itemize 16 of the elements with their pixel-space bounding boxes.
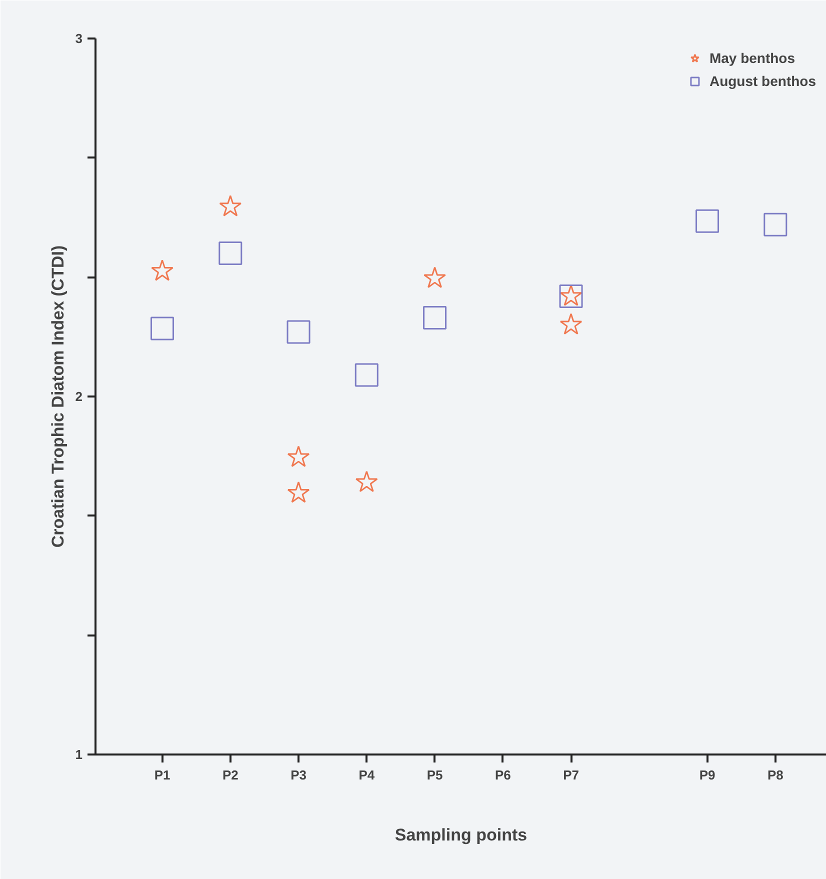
x-axis-title: Sampling points xyxy=(394,826,528,844)
x-tick-label: P5 xyxy=(426,768,443,782)
x-tick-label: P9 xyxy=(699,768,716,782)
x-tick-label: P2 xyxy=(222,768,238,782)
legend-label: August benthos xyxy=(709,73,816,89)
x-tick-label: P3 xyxy=(290,768,306,782)
x-tick-label: P8 xyxy=(767,768,784,782)
x-tick-label: P1 xyxy=(154,768,170,782)
x-tick-label: P4 xyxy=(358,768,376,782)
y-tick-label: 2 xyxy=(75,389,83,404)
y-tick-label: 1 xyxy=(75,747,83,762)
x-tick-label: P6 xyxy=(494,768,511,782)
x-tick-label: P7 xyxy=(563,768,579,782)
y-axis-title: Croatian Trophic Diatom Index (CTDI) xyxy=(48,245,68,548)
y-tick-label: 3 xyxy=(75,31,83,46)
legend-label: May benthos xyxy=(709,50,796,66)
